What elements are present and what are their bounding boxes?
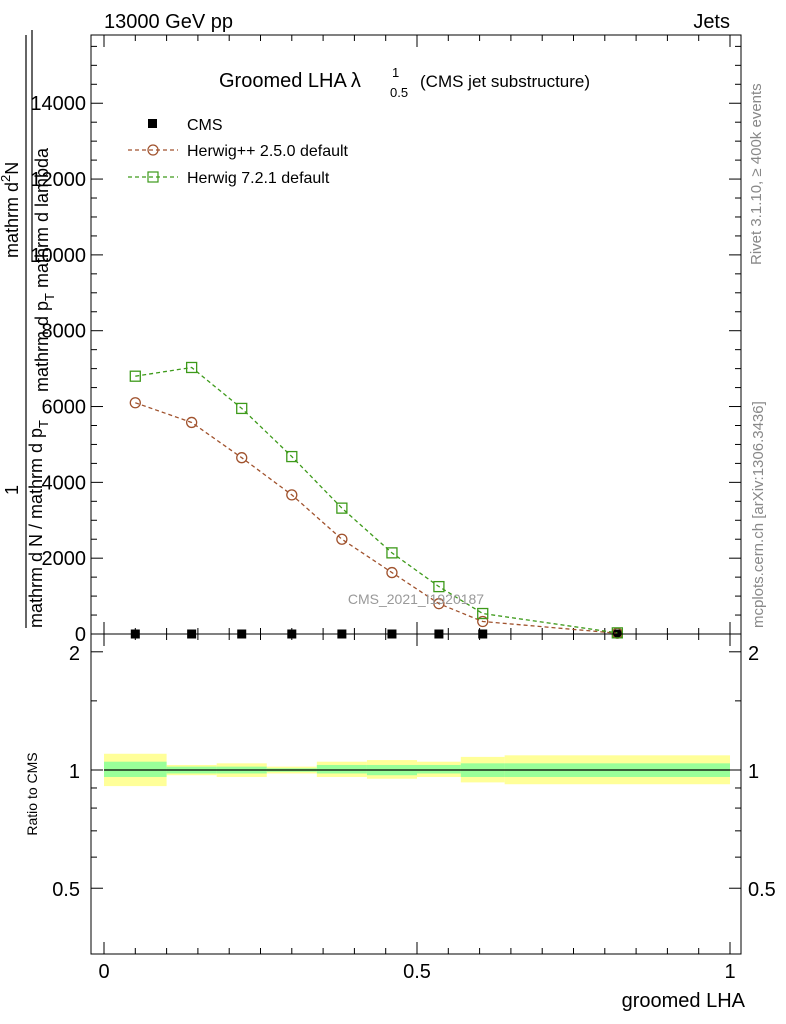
header-process-label: 13000 GeV pp (104, 11, 233, 33)
main-y-tick-label: 8000 (42, 321, 87, 343)
herwigpp-point (477, 615, 489, 628)
main-y-axis-label: 1 mathrm d N / mathrm d pT mathrm d2N ma… (0, 30, 57, 628)
main-y-tick-label: 14000 (30, 93, 86, 115)
main-axis-ticks: 2000 4000 6000 8000 10000 12000 14000 0 (30, 35, 741, 646)
legend-marker-cms (148, 119, 157, 128)
main-y-tick-label: 10000 (30, 245, 86, 267)
plot-title-sup: 1 (392, 65, 399, 80)
herwigpp-point (386, 566, 398, 579)
herwig7-point (236, 402, 248, 415)
ylabel-inner-numerator-sup: 2 (0, 175, 13, 182)
herwig7-point (433, 580, 445, 593)
ratio-stat-band (417, 764, 461, 774)
herwig7-point (386, 547, 398, 559)
legend-label-herwig7: Herwig 7.2.1 default (187, 170, 330, 187)
legend-marker-herwigpp (147, 144, 159, 156)
herwigpp-point (185, 416, 198, 429)
ylabel-outer-denominator-sub: T (36, 420, 51, 428)
series-line-2 (135, 366, 618, 634)
ratio-y-axis-label: Ratio to CMS (24, 752, 40, 835)
plot-title: Groomed LHA λ (219, 70, 361, 92)
ylabel-outer-denominator: mathrm d N / mathrm d pT (26, 420, 51, 628)
analysis-watermark: CMS_2021_I1920187 (348, 591, 484, 607)
ylabel-inner-denominator-sub: T (42, 293, 57, 301)
herwig7-point (611, 627, 623, 639)
main-y-tick-label: 4000 (42, 472, 87, 494)
main-panel: 2000 4000 6000 8000 10000 12000 14000 0 Groomed… (0, 30, 742, 646)
series-line-1 (135, 402, 618, 634)
herwig7-point (286, 450, 298, 463)
ratio-y-tick-label-right: 1 (748, 761, 759, 783)
main-y-tick-label: 2000 (42, 548, 87, 570)
herwigpp-point (129, 397, 141, 409)
ratio-plot-frame (90, 633, 742, 955)
ratio-y-tick-label: 2 (69, 643, 80, 665)
main-y-tick-label-zero: 0 (75, 624, 86, 646)
herwigpp-point (433, 598, 445, 610)
rivet-version-label: Rivet 3.1.10, ≥ 400k events (748, 83, 765, 265)
ratio-axis-ticks: 0.5 0.5 1 1 2 2 0 0.5 1 (52, 634, 776, 983)
plot-title-note: (CMS jet substructure) (420, 72, 590, 91)
plot-title-main: Groomed LHA (219, 70, 347, 92)
ratio-y-tick-label-right: 2 (748, 643, 759, 665)
herwigpp-point (286, 489, 298, 501)
ratio-uncertainty-bands (104, 753, 730, 787)
plot-title-symbol: λ (351, 70, 361, 92)
plot-title-sub: 0.5 (390, 85, 408, 100)
herwig7-point (185, 361, 198, 374)
main-y-tick-label: 12000 (30, 169, 86, 191)
herwig7-point (477, 607, 489, 620)
mcplots-label: mcplots.cern.ch [arXiv:1306.3436] (750, 401, 767, 628)
ratio-panel: 0.5 0.5 1 1 2 2 0 0.5 1 Ratio to CMS groomed LHA (24, 633, 776, 1012)
ylabel-outer-numerator: 1 (2, 485, 22, 495)
legend-marker-herwig7 (147, 171, 159, 183)
ylabel-inner-numerator: mathrm d2N (0, 162, 22, 258)
herwig7-point (336, 502, 348, 514)
ylabel-inner-denominator: mathrm d pT mathrm d lambda (32, 147, 57, 392)
legend: CMS Herwig++ 2.5.0 default Herwig 7.2.1 … (128, 117, 349, 187)
ratio-stat-band (316, 764, 367, 774)
main-y-tick-label: 6000 (42, 397, 87, 419)
herwigpp-point (236, 452, 248, 464)
x-tick-label: 1 (724, 961, 735, 983)
ratio-y-tick-label: 0.5 (52, 879, 80, 901)
x-tick-label: 0 (98, 961, 109, 983)
x-axis-label: groomed LHA (622, 990, 746, 1012)
herwigpp-point (336, 533, 348, 545)
ratio-y-tick-label-right: 0.5 (748, 879, 776, 901)
ratio-stat-band (104, 761, 167, 777)
legend-label-herwigpp: Herwig++ 2.5.0 default (187, 143, 349, 160)
herwig7-point (129, 370, 141, 382)
legend-label-cms: CMS (187, 117, 223, 134)
x-tick-label: 0.5 (403, 961, 431, 983)
ratio-y-tick-label: 1 (69, 761, 80, 783)
header-category-label: Jets (693, 11, 730, 33)
